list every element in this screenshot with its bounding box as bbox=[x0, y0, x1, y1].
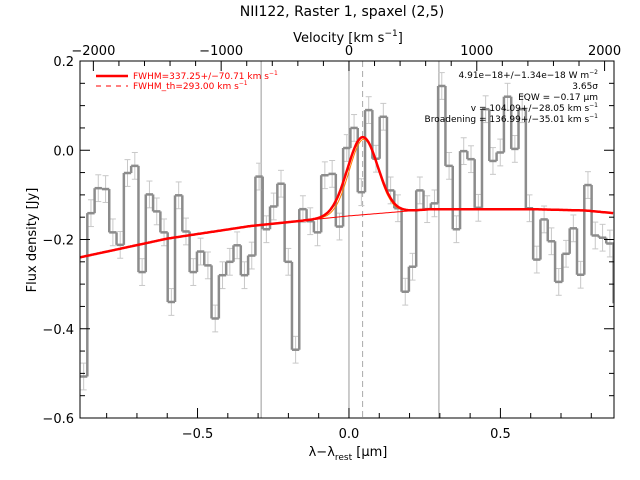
plot-area bbox=[80, 61, 614, 418]
top-tick-label: −2000 bbox=[71, 44, 115, 59]
top-tick-label: 1000 bbox=[460, 44, 493, 59]
y-tick-label: −0.6 bbox=[42, 412, 74, 427]
legend-text: FWHM_th=293.00 km s bbox=[133, 82, 239, 92]
x-tick-label: 0.0 bbox=[339, 427, 360, 442]
gaussian-fit-line bbox=[80, 135, 614, 259]
x-axis-label: λ−λrest [μm] bbox=[309, 445, 388, 463]
annotation-line: Broadening = 136.99+/−35.01 km s−1 bbox=[425, 113, 599, 125]
legend-label: FWHM_th=293.00 km s−1 bbox=[133, 80, 248, 92]
x-tick-label: −0.5 bbox=[182, 427, 214, 442]
annotation-text: Broadening = 136.99+/−35.01 km s bbox=[425, 115, 590, 125]
annotation-sup: −1 bbox=[589, 113, 598, 120]
annotation-text: v = 104.09+/−28.05 km s bbox=[471, 104, 590, 114]
y-tick-label: −0.2 bbox=[42, 234, 74, 249]
annotation-line: 3.65σ bbox=[572, 82, 598, 92]
legend-text: FWHM=337.25+/−70.71 km s bbox=[133, 72, 269, 82]
annotation-line: EQW = −0.17 μm bbox=[518, 93, 598, 103]
top-axis-label: Velocity [km s−1] bbox=[293, 29, 403, 46]
chart-title: NII122, Raster 1, spaxel (2,5) bbox=[240, 4, 445, 20]
annotation-text: EQW = −0.17 μm bbox=[518, 93, 598, 103]
y-tick-label: 0.0 bbox=[53, 144, 74, 159]
axes: 0.2 0.0 −0.2 −0.4 −0.6 −0.5 0.0 0.5 −2000 −1000 0 1… bbox=[42, 44, 621, 442]
y-tick-label: −0.4 bbox=[42, 323, 74, 338]
legend-sup: −1 bbox=[239, 80, 248, 87]
annotation-text: 4.91e−18+/−1.34e−18 W m bbox=[459, 71, 590, 81]
y-axis-label: Flux density [Jy] bbox=[25, 188, 40, 293]
legend: FWHM=337.25+/−70.71 km s−1FWHM_th=293.00… bbox=[96, 70, 278, 92]
legend-label: FWHM=337.25+/−70.71 km s−1 bbox=[133, 70, 278, 82]
y-tick-label: 0.2 bbox=[53, 55, 74, 70]
annotation-text: 3.65σ bbox=[572, 82, 598, 92]
annotation-line: v = 104.09+/−28.05 km s−1 bbox=[471, 102, 598, 114]
top-tick-label: −1000 bbox=[199, 44, 243, 59]
top-tick-label: 0 bbox=[345, 44, 353, 59]
legend-sup: −1 bbox=[269, 70, 278, 77]
top-tick-label: 2000 bbox=[588, 44, 621, 59]
annotation-sup: −1 bbox=[589, 102, 598, 109]
x-tick-label: 0.5 bbox=[490, 427, 511, 442]
annotation-line: 4.91e−18+/−1.34e−18 W m−2 bbox=[459, 69, 599, 81]
annotation-sup: −2 bbox=[589, 69, 598, 76]
